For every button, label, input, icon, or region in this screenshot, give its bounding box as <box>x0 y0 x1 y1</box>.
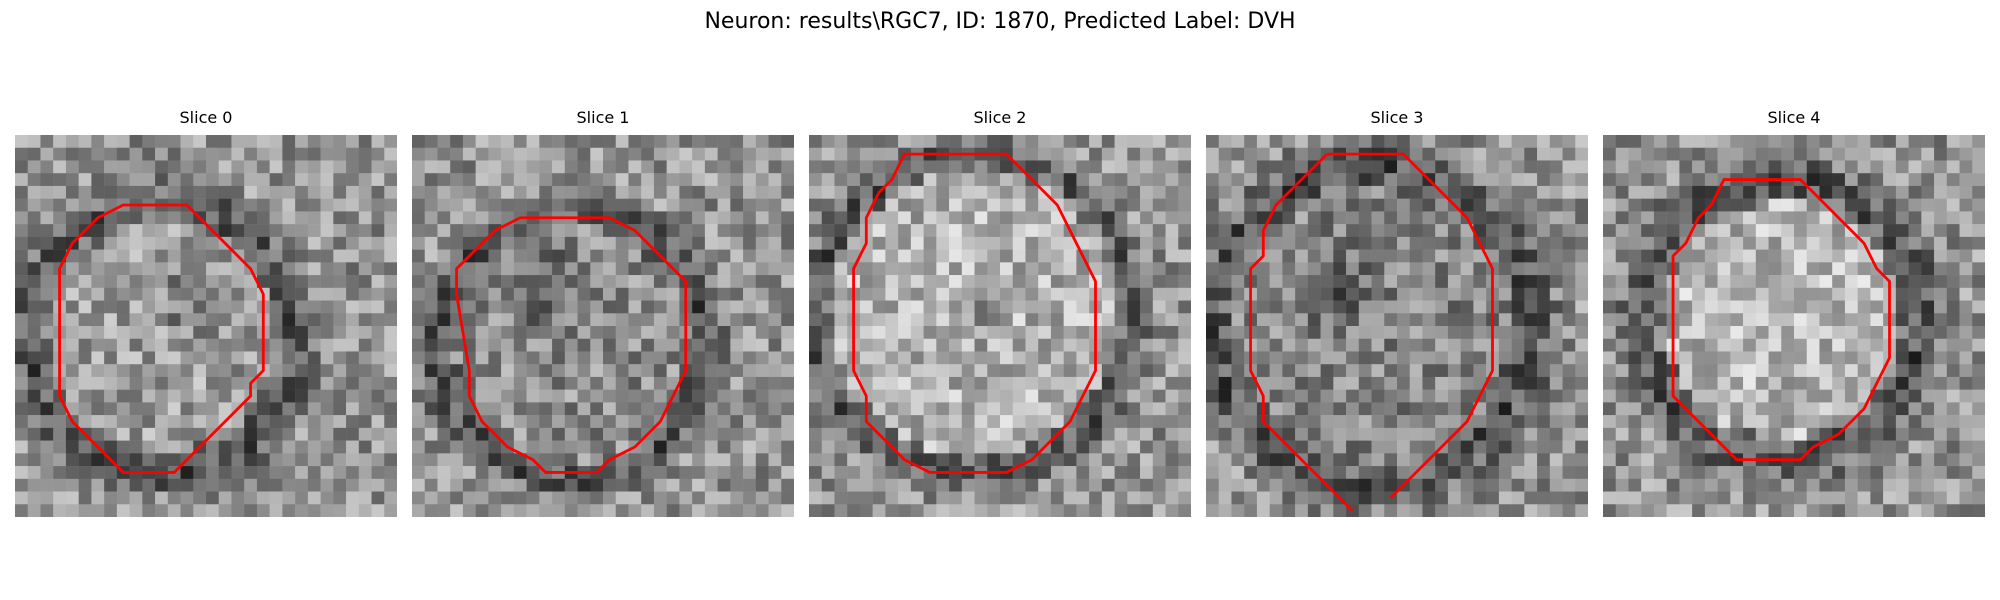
slice-image-svg <box>15 135 397 517</box>
slice-image-svg <box>1603 135 1985 517</box>
panel-title: Slice 1 <box>576 108 630 127</box>
panel-title: Slice 2 <box>973 108 1027 127</box>
panel-slice-2: Slice 2 <box>809 108 1191 517</box>
figure-title: Neuron: results\RGC7, ID: 1870, Predicte… <box>704 9 1296 34</box>
slice-image <box>412 135 794 517</box>
pixel-grid <box>412 135 794 517</box>
slice-image <box>1603 135 1985 517</box>
slice-image-svg <box>809 135 1191 517</box>
cell-outline <box>1249 153 1354 512</box>
panel-slice-0: Slice 0 <box>15 108 397 517</box>
pixel-grid <box>1603 135 1985 517</box>
cell-outline <box>58 203 265 474</box>
panel-title: Slice 4 <box>1767 108 1821 127</box>
panel-title: Slice 0 <box>179 108 233 127</box>
slice-image <box>1206 135 1588 517</box>
pixel-grid <box>1206 135 1588 517</box>
pixel-grid <box>809 135 1191 517</box>
panel-slice-3: Slice 3 <box>1206 108 1588 517</box>
cell-outline <box>455 216 688 474</box>
panel-title: Slice 3 <box>1370 108 1424 127</box>
panel-slice-4: Slice 4 <box>1603 108 1985 517</box>
pixel-grid <box>15 135 397 517</box>
slice-image <box>809 135 1191 517</box>
panel-slice-1: Slice 1 <box>412 108 794 517</box>
cell-outline <box>1671 178 1891 462</box>
slice-image-svg <box>1206 135 1588 517</box>
slice-image-svg <box>412 135 794 517</box>
cell-outline <box>1326 152 1494 499</box>
slice-image <box>15 135 397 517</box>
cell-outline <box>852 152 1097 474</box>
